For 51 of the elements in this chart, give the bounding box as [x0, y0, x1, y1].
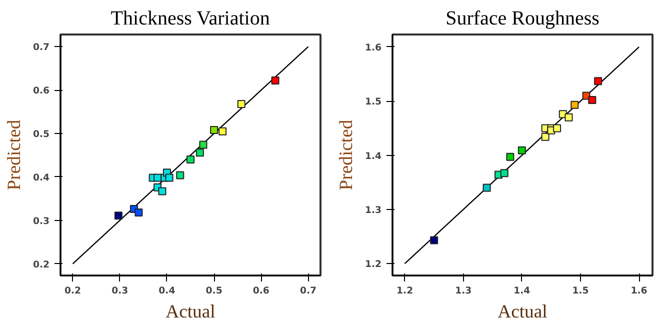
- point: [210, 126, 218, 134]
- point: [165, 174, 174, 182]
- point: [176, 171, 184, 180]
- point: [570, 100, 579, 109]
- y-tick-label: 1.6: [364, 42, 382, 54]
- point: [114, 212, 122, 220]
- point: [564, 113, 573, 122]
- x-tick-label: 0.4: [158, 286, 176, 296]
- y-tick-label: 1.3: [364, 204, 382, 216]
- y-tick-label: 1.2: [364, 259, 382, 270]
- chart-title: Surface Roughness: [446, 8, 600, 30]
- x-tick-label: 0.3: [112, 286, 128, 296]
- x-tick-label: 1.4: [514, 286, 531, 296]
- point: [506, 152, 514, 161]
- point: [271, 76, 280, 85]
- point: [134, 208, 143, 217]
- y-tick-label: 1.4: [364, 150, 382, 162]
- point: [218, 127, 227, 136]
- x-tick-label: 0.7: [300, 286, 317, 296]
- point: [430, 236, 438, 244]
- y-tick-label: 0.2: [32, 259, 50, 270]
- y-tick-label: 1.5: [364, 96, 382, 108]
- y-axis-title: Predicted: [4, 119, 25, 190]
- point: [500, 169, 508, 178]
- y-tick-label: 0.6: [32, 86, 50, 97]
- x-tick-label: 1.2: [396, 286, 414, 296]
- y-axis-title: Predicted: [336, 119, 357, 190]
- x-tick-label: 0.5: [206, 286, 222, 296]
- point: [237, 100, 246, 108]
- x-axis-title: Actual: [166, 302, 216, 322]
- y-tick-label: 0.7: [32, 42, 50, 54]
- point: [541, 132, 550, 141]
- point: [553, 124, 562, 132]
- y-tick-label: 0.5: [32, 129, 50, 140]
- x-tick-label: 1.5: [572, 286, 589, 296]
- point: [196, 148, 204, 157]
- point: [158, 187, 166, 196]
- point: [186, 156, 194, 164]
- point: [594, 77, 602, 86]
- x-axis-title: Actual: [498, 302, 548, 322]
- chart-title: Thickness Variation: [110, 8, 270, 30]
- y-tick-label: 0.4: [32, 172, 50, 184]
- x-tick-label: 1.6: [630, 286, 648, 296]
- point: [518, 146, 526, 154]
- x-tick-label: 0.6: [252, 286, 270, 296]
- x-tick-label: 0.2: [64, 286, 82, 296]
- point: [588, 96, 596, 104]
- point: [482, 184, 491, 192]
- x-tick-label: 1.3: [455, 286, 472, 296]
- y-tick-label: 0.3: [32, 216, 50, 227]
- point: [199, 140, 208, 149]
